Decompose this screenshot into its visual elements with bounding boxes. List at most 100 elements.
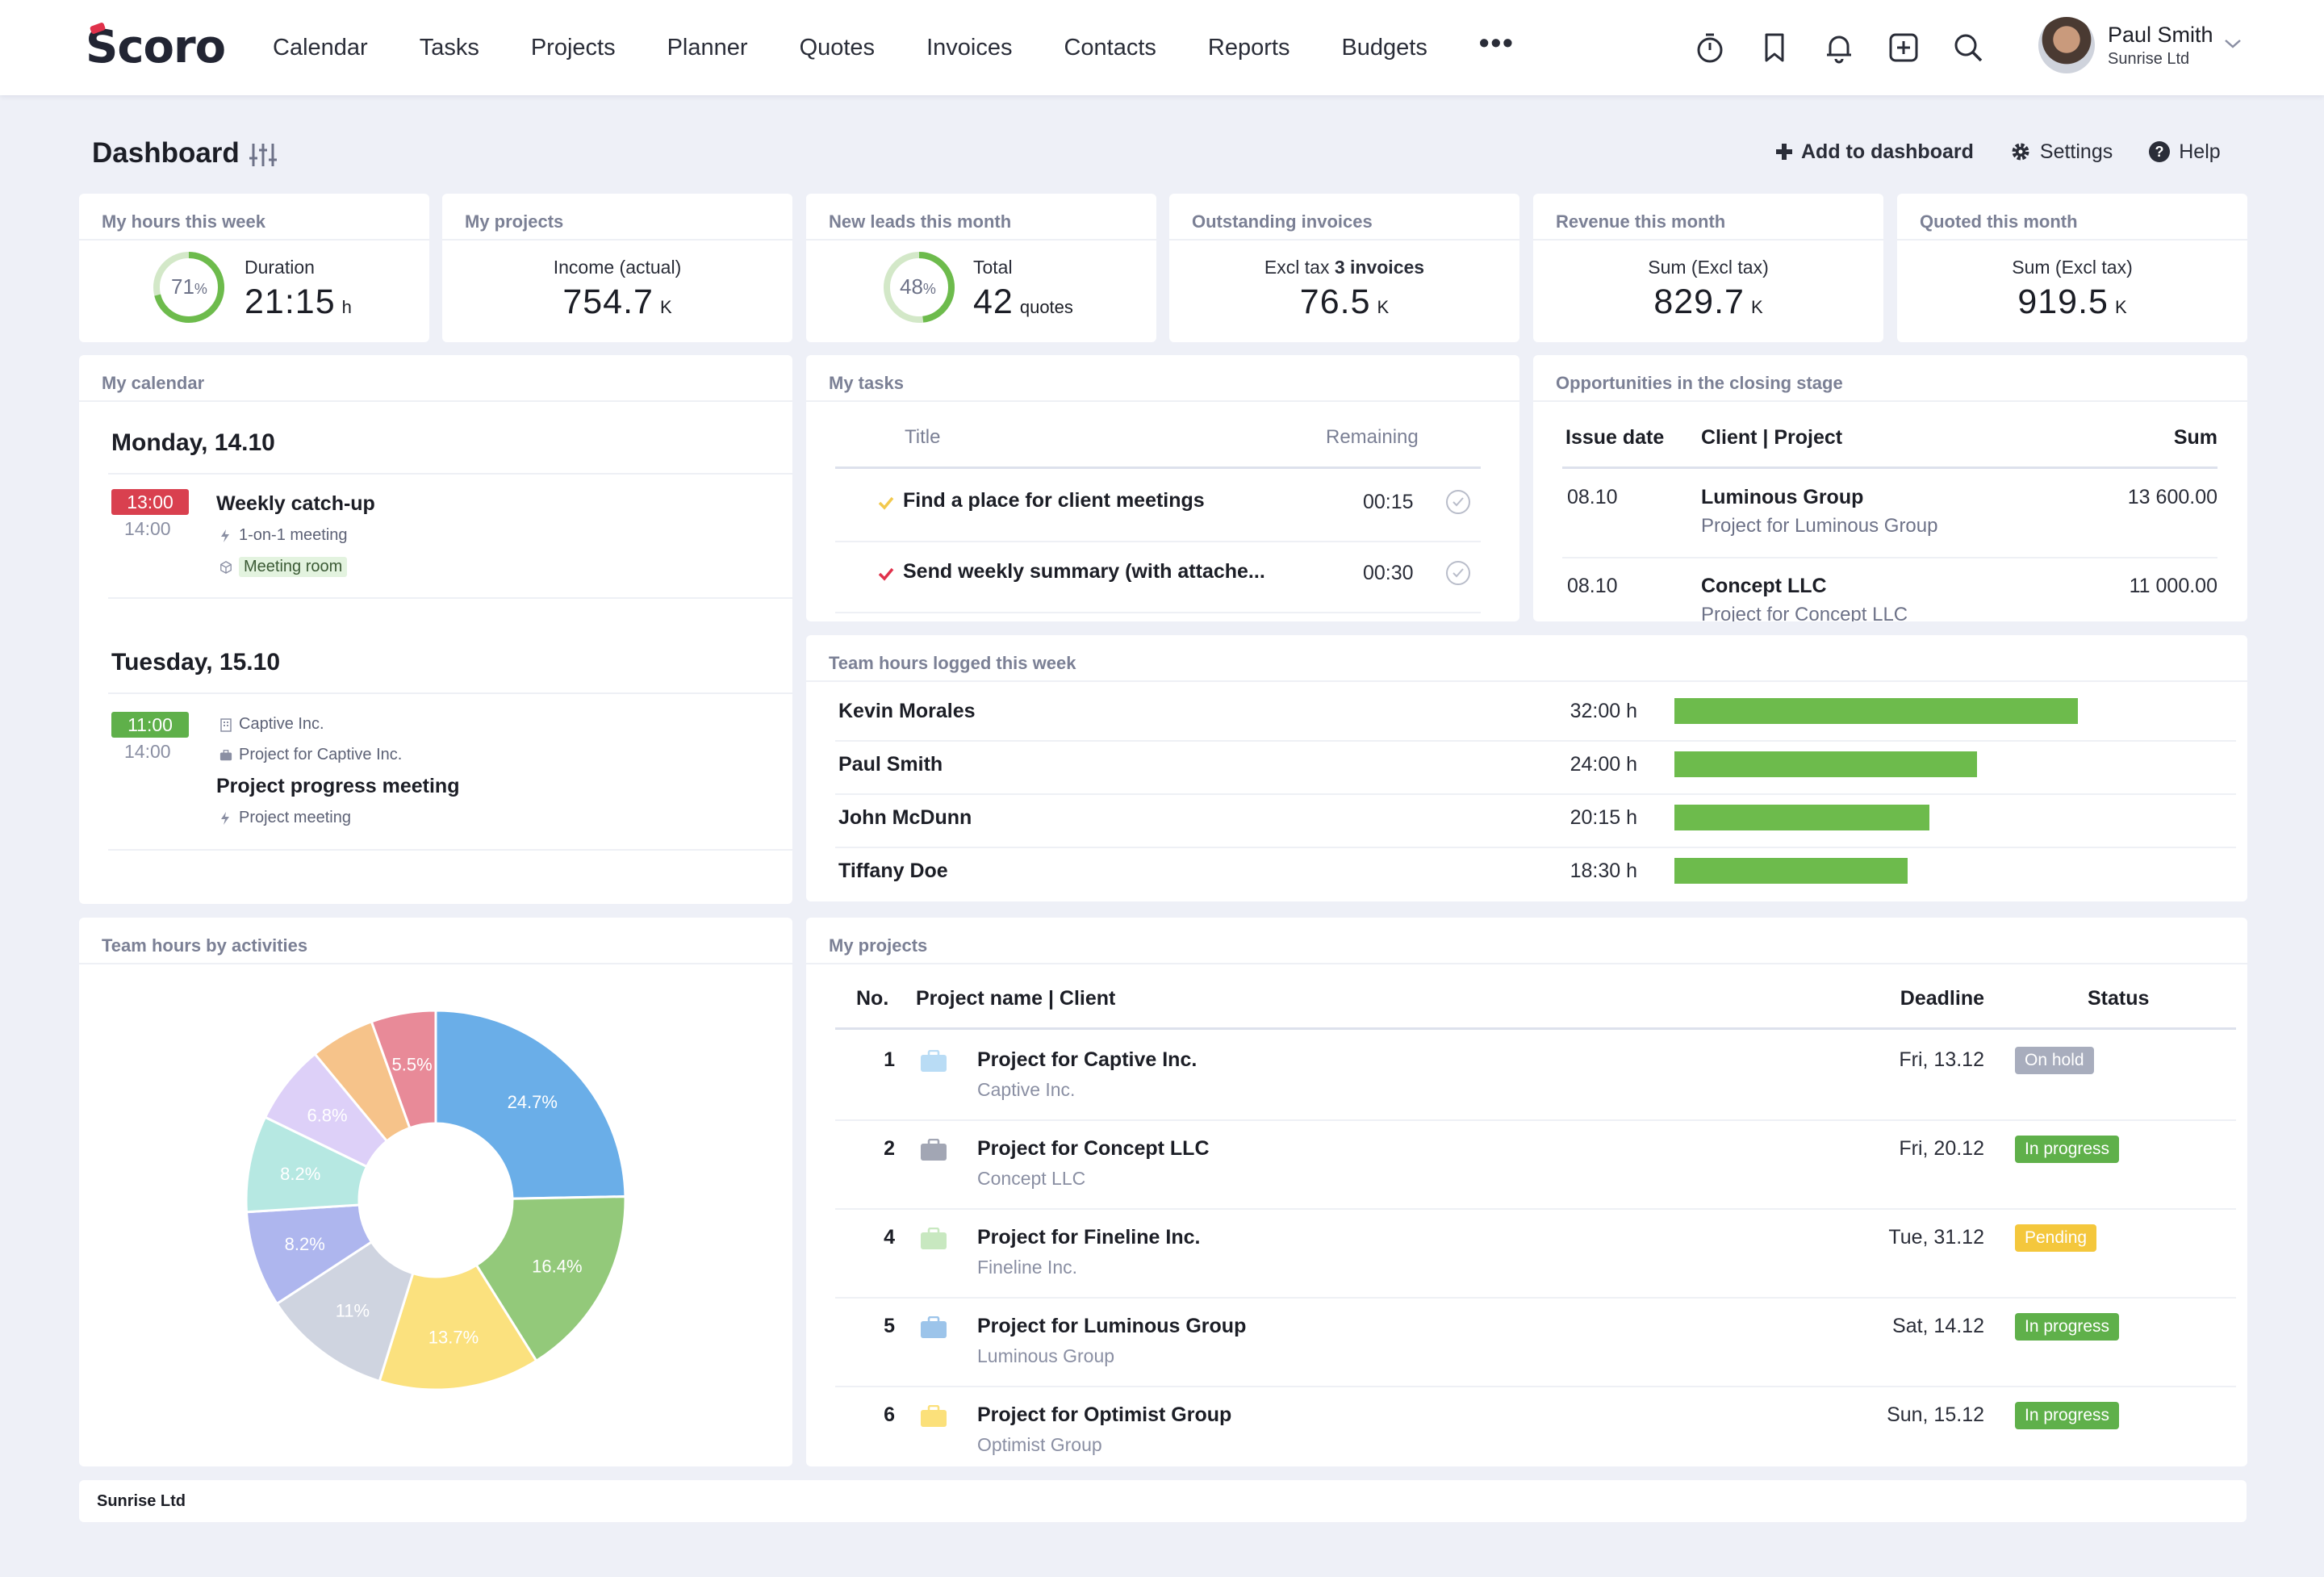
user-name[interactable]: Paul Smith [2108,23,2213,47]
event-end-time: 14:00 [124,741,171,762]
member-hours: 24:00 h [1570,753,1637,776]
event-type: 1-on-1 meeting [219,526,348,545]
add-square-icon[interactable] [1885,29,1922,66]
scoro-logo[interactable]: Scoro [86,21,226,73]
page-title: Dashboard [92,137,240,169]
complete-task-icon[interactable] [1445,489,1471,515]
project-number: 6 [884,1403,895,1426]
client-name: Concept LLC [1701,575,1827,597]
column-header-remaining[interactable]: Remaining [1326,426,1419,448]
briefcase-icon [921,1316,947,1338]
help-icon: ? [2148,140,2171,163]
card-title: Quoted this month [1920,211,2078,232]
divider [1533,400,2247,402]
divider [835,1297,2236,1299]
bolt-icon [219,811,232,826]
member-name: Kevin Morales [838,700,976,722]
kpi-label: Sum (Excl tax) [2012,257,2133,278]
member-name: Paul Smith [838,753,943,776]
donut-slice[interactable] [378,1263,538,1391]
check-mark-icon [878,496,894,510]
add-to-dashboard-label: Add to dashboard [1801,140,1974,163]
divider [108,473,792,475]
nav-invoices[interactable]: Invoices [926,34,1013,61]
project-name: Project for Concept LLC [977,1137,1210,1160]
member-name: John McDunn [838,806,972,829]
card-title: My tasks [829,373,904,393]
kpi-card-new-leads[interactable]: New leads this month 48% Total 42 quotes [806,194,1156,342]
project-number: 4 [884,1226,895,1249]
help-label: Help [2179,140,2221,163]
sliders-icon[interactable] [249,142,278,168]
status-badge: In progress [2015,1402,2120,1429]
card-title: My projects [829,935,928,956]
user-company: Sunrise Ltd [2108,50,2190,68]
column-header-title[interactable]: Title [905,426,941,448]
nav-planner[interactable]: Planner [667,34,748,61]
status-badge: In progress [2015,1136,2120,1163]
event-title: Weekly catch-up [216,492,375,515]
divider [79,400,792,402]
add-to-dashboard-button[interactable]: Add to dashboard [1775,140,1974,164]
divider [442,239,792,241]
nav-projects[interactable]: Projects [530,34,616,61]
complete-task-icon[interactable] [1445,560,1471,586]
project-client: Fineline Inc. [977,1257,1078,1278]
nav-more-button[interactable]: ••• [1478,26,1515,59]
column-header-no[interactable]: No. [856,987,889,1010]
project-deadline: Fri, 20.12 [1899,1137,1984,1160]
card-title: New leads this month [829,211,1012,232]
column-header-status[interactable]: Status [2088,987,2150,1010]
project-deadline: Fri, 13.12 [1899,1048,1984,1071]
activities-card: Team hours by activities 24.7% 16.4% 13.7%… [79,918,792,1466]
divider [835,793,2236,795]
column-header-client-project[interactable]: Client | Project [1701,426,1843,449]
donut-slice[interactable] [370,1009,437,1130]
project-name: Project for Captive Inc. [977,1048,1198,1071]
event-start-time: 11:00 [111,712,189,738]
divider [1562,466,2217,469]
donut-slice[interactable] [434,1009,627,1200]
kpi-card-quoted[interactable]: Quoted this month Sum (Excl tax) 919.5 K [1897,194,2247,342]
slice-label: 16.4% [532,1256,582,1276]
column-header-deadline[interactable]: Deadline [1900,987,1984,1010]
divider [806,963,2247,964]
nav-calendar[interactable]: Calendar [273,34,368,61]
kpi-card-outstanding-invoices[interactable]: Outstanding invoices Excl tax 3 invoices… [1169,194,1519,342]
opportunities-card: Opportunities in the closing stage Issue… [1533,355,2247,621]
member-hours: 32:00 h [1570,700,1637,722]
member-hours: 18:30 h [1570,860,1637,882]
kpi-card-my-hours[interactable]: My hours this week 71% Duration 21:15 h [79,194,429,342]
status-badge: In progress [2015,1313,2120,1341]
kpi-card-my-projects[interactable]: My projects Income (actual) 754.7 K [442,194,792,342]
nav-budgets[interactable]: Budgets [1341,34,1427,61]
column-header-sum[interactable]: Sum [2173,426,2217,449]
bookmark-icon[interactable] [1756,29,1793,66]
calendar-day-heading: Tuesday, 15.10 [111,649,281,676]
column-header-project-client[interactable]: Project name | Client [916,987,1116,1010]
kpi-card-revenue[interactable]: Revenue this month Sum (Excl tax) 829.7 K [1533,194,1883,342]
donut-slice[interactable] [474,1195,627,1363]
column-header-issue-date[interactable]: Issue date [1565,426,1665,449]
search-icon[interactable] [1950,29,1987,66]
divider [1897,239,2247,241]
briefcase-icon [921,1139,947,1161]
nav-tasks[interactable]: Tasks [419,34,479,61]
footer-bar: Sunrise Ltd [79,1480,2247,1522]
project-client: Luminous Group [977,1345,1115,1366]
help-button[interactable]: ? Help [2148,140,2221,164]
user-avatar[interactable] [2038,17,2095,73]
nav-quotes[interactable]: Quotes [799,34,876,61]
nav-reports[interactable]: Reports [1207,34,1290,61]
opportunity-sum: 11 000.00 [2129,575,2217,597]
chevron-down-icon[interactable] [2222,36,2243,52]
gauge-percent: 71% [171,274,207,299]
bell-icon[interactable] [1820,29,1858,66]
settings-button[interactable]: Settings [2009,140,2113,164]
timer-icon[interactable] [1691,29,1728,66]
hours-gauge [153,252,224,323]
divider [835,1027,2236,1030]
slice-label: 8.2% [280,1164,320,1184]
calendar-day-heading: Monday, 14.10 [111,429,275,456]
nav-contacts[interactable]: Contacts [1064,34,1156,61]
